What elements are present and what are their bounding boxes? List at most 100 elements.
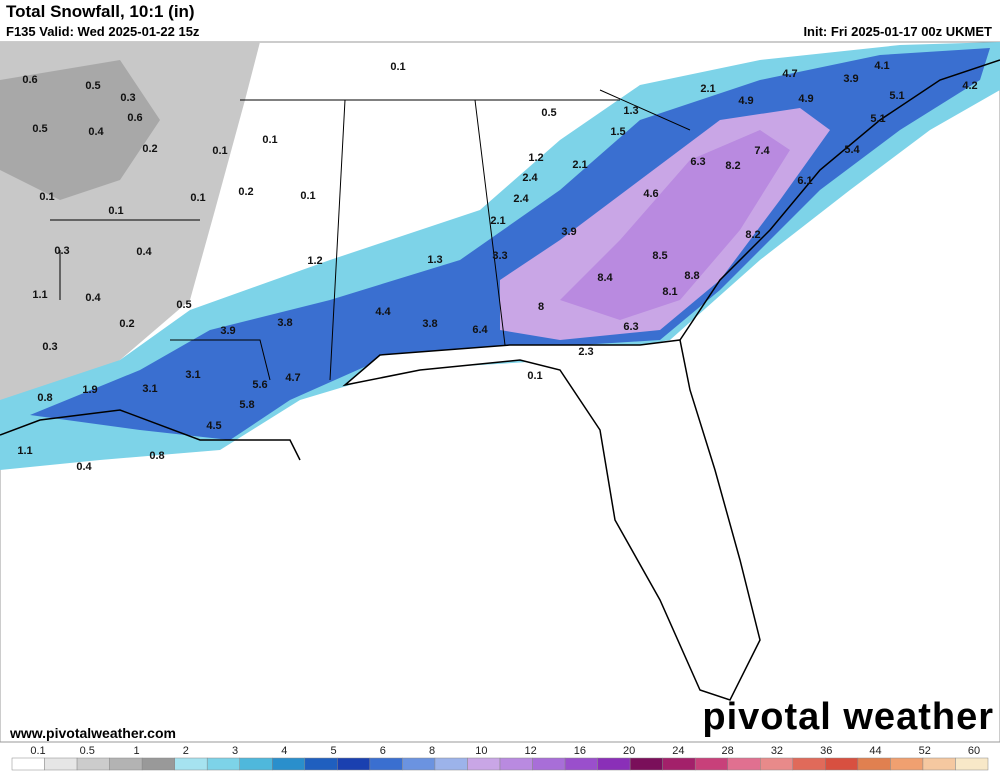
map-label: 3.1 [185,369,200,381]
map-label: 3.9 [561,226,576,238]
title: Total Snowfall, 10:1 (in) [6,2,195,21]
map-label: 2.1 [572,159,587,171]
colorbar-tick-label: 10 [475,745,487,757]
colorbar-tick-label: 24 [672,745,684,757]
map-label: 2.1 [700,83,715,95]
map-labels: 0.1 0.6 0.5 0.3 0.6 0.5 0.4 0.2 0.1 0.1 0.2 0.1 0.1 0… [17,60,977,473]
colorbar-swatch [629,757,663,771]
map-label: 0.1 [390,61,405,73]
light-snow-area [0,60,160,200]
colorbar-swatch [922,757,956,771]
map-label: 6.3 [623,321,638,333]
map-label: 4.9 [738,95,753,107]
colorbar-tick-label: 28 [722,745,734,757]
logo: pivotal weather [702,696,994,738]
map-label: 8 [538,301,544,313]
map-label: 0.3 [42,341,57,353]
map-label: 0.8 [149,450,164,462]
map-label: 0.1 [262,134,277,146]
colorbar-swatch [304,757,338,771]
map-label: 8.1 [662,286,677,298]
map-label: 1.3 [623,105,638,117]
map-label: 0.1 [300,190,315,202]
map-label: 4.7 [782,68,797,80]
colorbar-tick-label: 12 [525,745,537,757]
colorbar-swatch [499,757,533,771]
colorbar-tick-label: 44 [869,745,881,757]
map-label: 2.3 [578,346,593,358]
map-label: 3.8 [277,317,292,329]
colorbar-swatch [141,757,175,771]
map-label: 0.3 [120,92,135,104]
map-label: 6.1 [797,175,812,187]
map-label: 3.8 [422,318,437,330]
colorbar-swatch [402,757,436,771]
map-label: 1.3 [427,254,442,266]
colorbar-tick-label: 0.5 [80,745,95,757]
map-label: 0.5 [176,299,191,311]
map-label: 8.5 [652,250,667,262]
map-label: 0.1 [190,192,205,204]
map-label: 3.1 [142,383,157,395]
state-borders [50,89,691,381]
website: www.pivotalweather.com [10,725,176,741]
colorbar-swatch [11,757,45,771]
colorbar-swatch [369,757,403,771]
map-label: 0.5 [541,107,556,119]
map-label: 0.1 [108,205,123,217]
colorbar-swatch [174,757,208,771]
colorbar-tick-label: 2 [183,745,189,757]
map-label: 0.4 [136,246,152,258]
colorbar-swatch [239,757,273,771]
map-label: 4.5 [206,420,221,432]
colorbar-swatch [109,757,143,771]
colorbar-swatch [662,757,696,771]
map-label: 0.2 [119,318,134,330]
map-label: 0.3 [54,245,69,257]
map-label: 2.4 [513,193,529,205]
colorbar-swatch [825,757,859,771]
map-label: 8.4 [597,272,613,284]
map-label: 0.2 [238,186,253,198]
colorbar-swatch [206,757,240,771]
map-label: 4.6 [643,188,658,200]
map-label: 4.1 [874,60,889,72]
colorbar-swatch [792,757,826,771]
colorbar-tick-label: 16 [574,745,586,757]
map-label: 1.2 [528,152,543,164]
map-label: 2.1 [490,215,505,227]
colorbar-swatch [76,757,110,771]
map-label: 0.8 [37,392,52,404]
colorbar-swatch [434,757,468,771]
map-label: 0.4 [85,292,101,304]
map-label: 7.4 [754,145,770,157]
colorbar-swatch [727,757,761,771]
map-label: 0.1 [212,145,227,157]
colorbar-tick-label: 1 [133,745,139,757]
map-label: 0.5 [32,123,47,135]
map-label: 0.6 [22,74,37,86]
map-label: 5.1 [870,113,885,125]
map-label: 3.9 [220,325,235,337]
colorbar-tick-label: 0.1 [30,745,45,757]
colorbar-swatch [564,757,598,771]
map-label: 4.2 [962,80,977,92]
map-label: 0.2 [142,143,157,155]
colorbar: 0.1 0.5 1 2 3 4 5 6 8 10 12 16 20 24 28 32 36 44 52 60 [11,745,989,771]
colorbar-swatch [597,757,631,771]
colorbar-swatch [694,757,728,771]
colorbar-tick-label: 32 [771,745,783,757]
colorbar-swatch [467,757,501,771]
colorbar-swatch [272,757,306,771]
colorbar-swatch [44,757,78,771]
colorbar-tick-label: 36 [820,745,832,757]
gulf-coast [0,409,301,461]
colorbar-tick-label: 20 [623,745,635,757]
map-label: 5.8 [239,399,254,411]
florida [342,339,761,701]
map-label: 4.4 [375,306,391,318]
map-label: 0.1 [39,191,54,203]
map-label: 5.4 [844,144,860,156]
